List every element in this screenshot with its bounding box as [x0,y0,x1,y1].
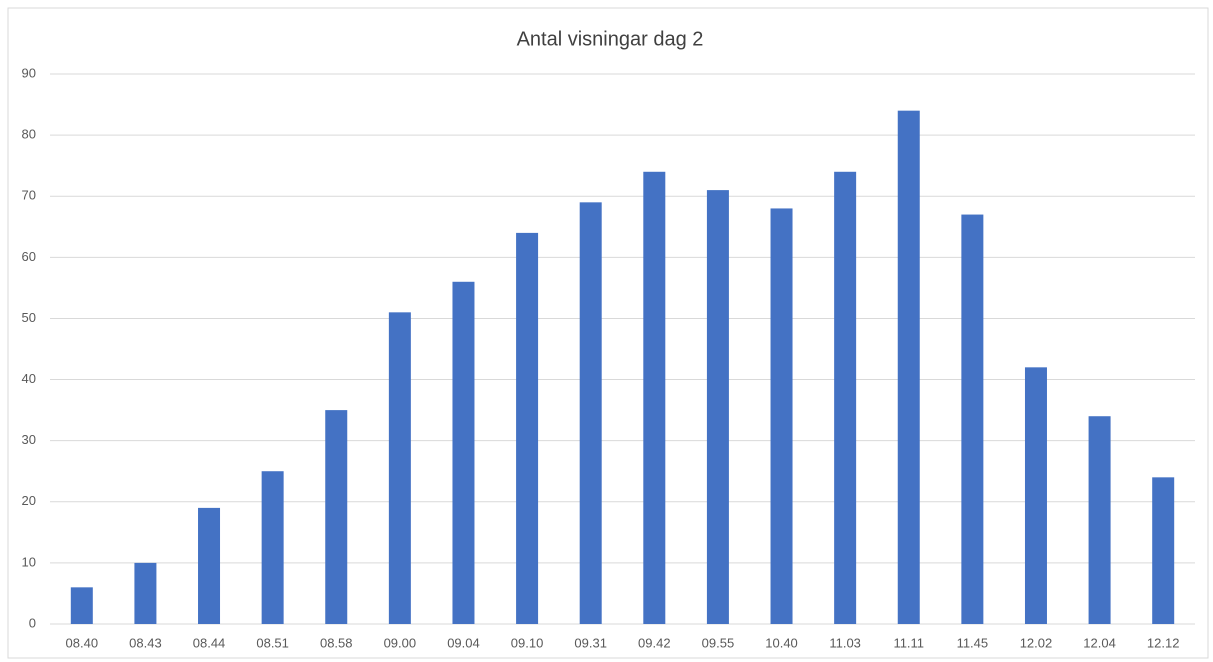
x-tick-label: 08.58 [320,635,353,650]
bar [516,232,539,624]
chart-title: Antal visningar dag 2 [517,28,704,50]
x-tick-label: 09.10 [511,635,544,650]
x-tick-label: 12.04 [1083,635,1116,650]
y-tick-label: 50 [22,310,36,325]
y-tick-label: 80 [22,127,36,142]
bar [579,202,602,625]
x-tick-label: 12.12 [1147,635,1180,650]
bar [70,587,93,624]
y-tick-label: 70 [22,188,36,203]
y-tick-label: 0 [29,615,36,630]
bar [325,410,348,624]
x-tick-label: 12.02 [1020,635,1053,650]
bar [1088,416,1111,624]
x-tick-label: 11.45 [957,635,989,650]
x-tick-label: 11.03 [829,635,861,650]
x-tick-label: 09.31 [574,635,607,650]
x-tick-label: 09.55 [702,635,735,650]
x-tick-label: 10.40 [765,635,798,650]
x-tick-label: 09.00 [384,635,417,650]
bar [1152,477,1175,624]
bar [897,110,920,624]
y-tick-label: 90 [22,65,36,80]
y-tick-label: 40 [22,371,36,386]
x-tick-label: 11.11 [893,635,924,650]
x-tick-label: 08.44 [193,635,226,650]
bar [198,507,221,624]
x-tick-label: 09.04 [447,635,480,650]
y-tick-label: 20 [22,493,36,508]
bar [770,208,793,624]
bar [452,281,475,624]
x-tick-label: 09.42 [638,635,671,650]
bar [134,562,157,624]
y-tick-label: 30 [22,432,36,447]
y-tick-label: 10 [22,554,36,569]
bar [388,312,411,624]
x-tick-label: 08.40 [66,635,99,650]
x-tick-label: 08.43 [129,635,162,650]
bar [643,171,666,624]
bar [961,214,984,625]
bar [1024,367,1047,624]
bar [834,171,857,624]
x-tick-label: 08.51 [256,635,289,650]
bar [261,471,284,624]
bar [706,190,729,624]
y-tick-label: 60 [22,249,36,264]
